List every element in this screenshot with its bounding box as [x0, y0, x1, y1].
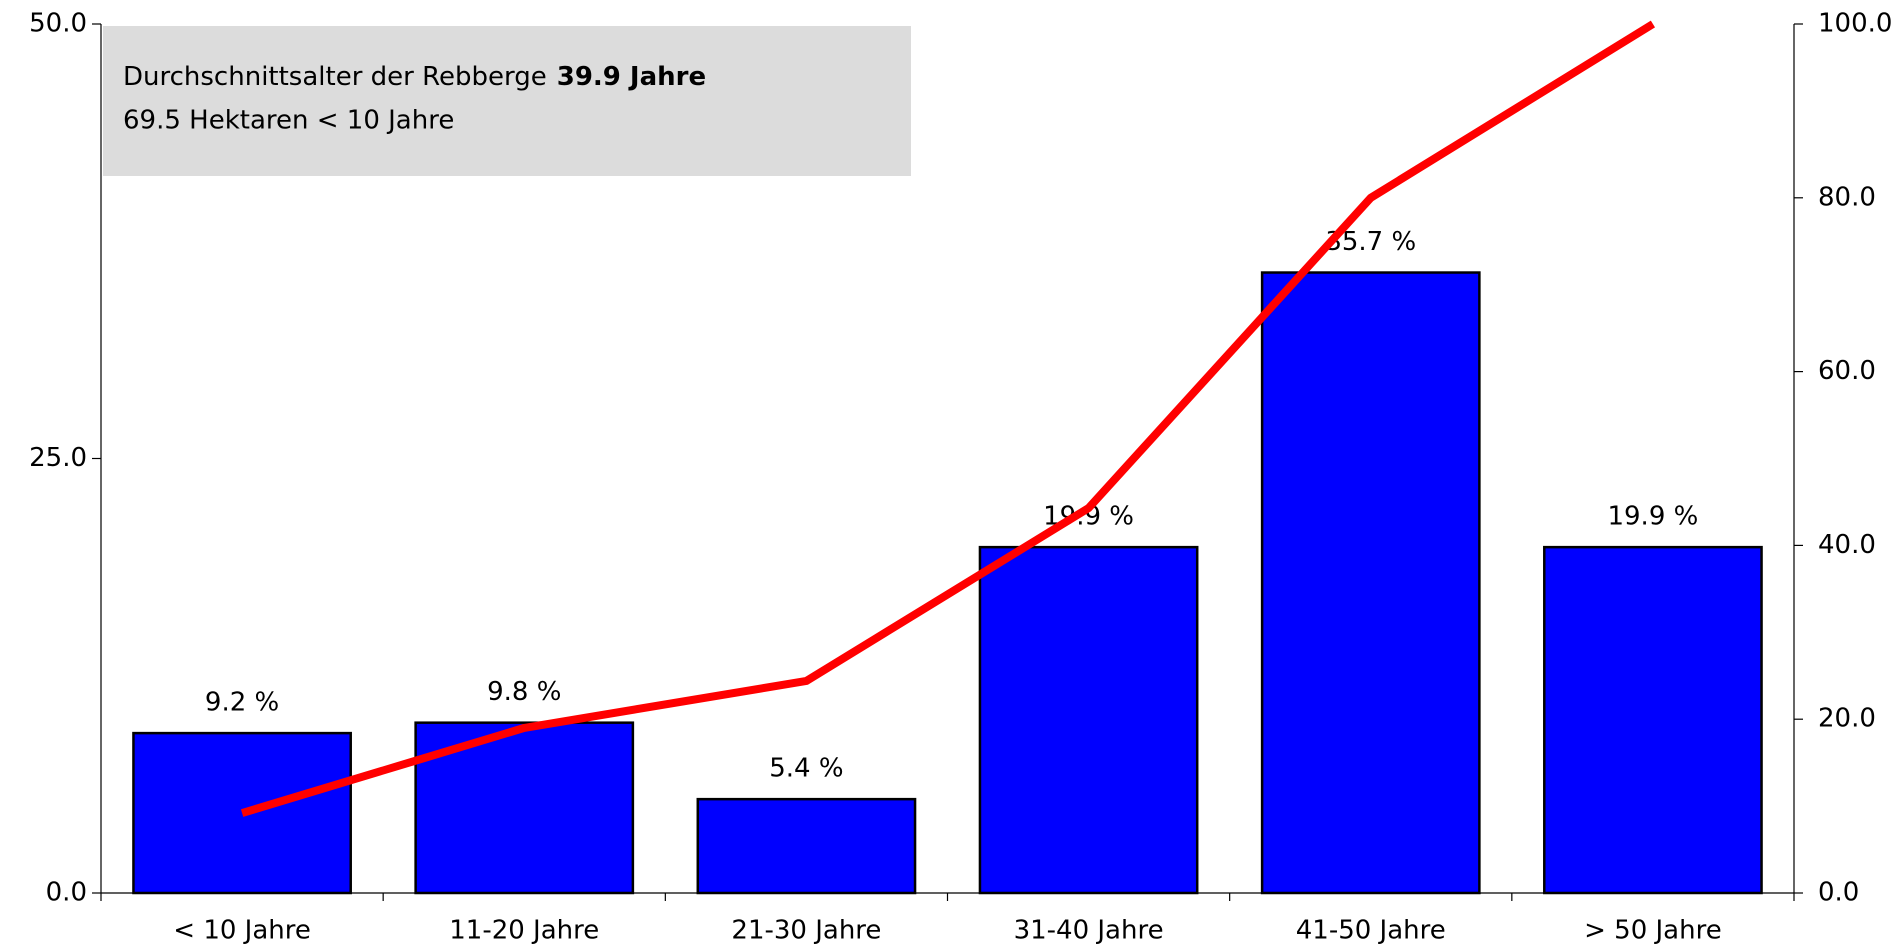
annotation-box: [103, 26, 911, 176]
data-label: 9.8 %: [487, 677, 561, 707]
bar: [696, 797, 917, 895]
y2-tick-label: 60.0: [1818, 356, 1876, 386]
annotation-line2: 69.5 Hektaren < 10 Jahre: [123, 106, 454, 136]
cumulative-line: [240, 20, 1656, 817]
y2-tick-label: 100.0: [1818, 9, 1892, 39]
data-label: 19.9 %: [1607, 502, 1698, 532]
y-tick-label: 25.0: [29, 443, 87, 473]
y-tick-label: 50.0: [29, 9, 87, 39]
bars: [132, 271, 1763, 895]
bar: [1260, 271, 1481, 895]
y2-tick-label: 20.0: [1818, 704, 1876, 734]
bar: [978, 545, 1199, 895]
x-tick-label: > 50 Jahre: [1584, 916, 1722, 946]
data-label: 5.4 %: [769, 754, 843, 784]
y2-tick-label: 40.0: [1818, 530, 1876, 560]
y2-tick-label: 80.0: [1818, 182, 1876, 212]
annotation-bold: 39.9 Jahre: [557, 62, 706, 92]
x-tick-label: 31-40 Jahre: [1014, 916, 1164, 946]
x-tick-label: 11-20 Jahre: [449, 916, 599, 946]
x-tick-label: 41-50 Jahre: [1296, 916, 1446, 946]
annotation-text: Durchschnittsalter der Rebberge: [123, 62, 547, 92]
bar: [1543, 545, 1763, 895]
y-tick-label: 0.0: [46, 878, 87, 908]
x-tick-label: 21-30 Jahre: [731, 916, 881, 946]
y2-tick-label: 0.0: [1818, 878, 1859, 908]
x-tick-label: < 10 Jahre: [173, 916, 311, 946]
annotation-line1: Durchschnittsalter der Rebberge 39.9 Jahr…: [123, 62, 706, 92]
data-label: 9.2 %: [205, 688, 279, 718]
